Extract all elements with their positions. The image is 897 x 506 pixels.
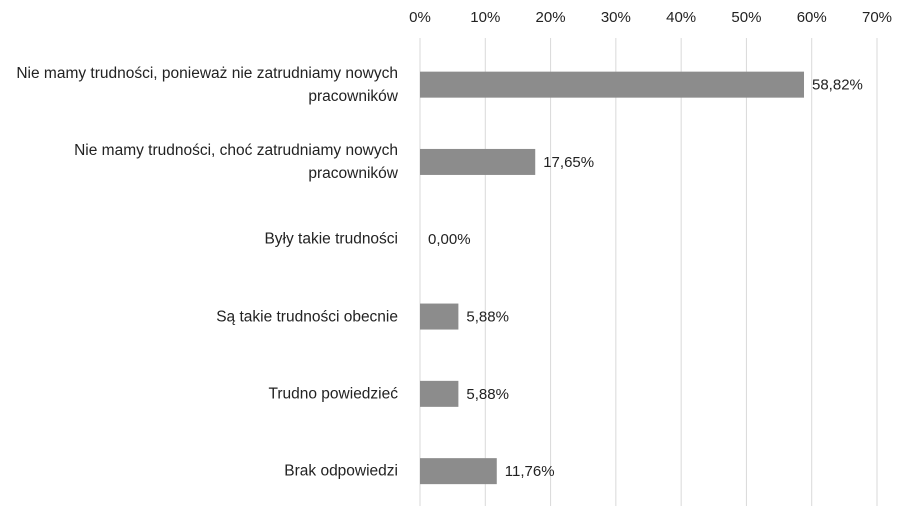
category-label: Trudno powiedzieć [268,385,398,403]
x-tick-label: 30% [601,9,631,26]
bar [420,380,459,407]
bar [420,71,805,98]
x-tick-label: 60% [797,9,827,26]
value-label: 5,88% [466,309,509,326]
bar [420,458,497,485]
bar [420,303,459,330]
x-tick-label: 50% [731,9,761,26]
value-label: 17,65% [543,154,594,171]
value-label: 11,76% [505,463,555,480]
value-label: 0,00% [428,231,471,248]
x-tick-label: 70% [862,9,892,26]
bar [420,148,536,175]
value-label: 58,82% [812,77,863,94]
x-tick-label: 0% [409,9,431,26]
value-label: 5,88% [466,386,509,403]
category-label: Brak odpowiedzi [284,462,398,480]
category-label: Są takie trudności obecnie [216,308,398,326]
category-label: Nie mamy trudności, choć zatrudniamy now… [74,141,398,182]
category-label: Były takie trudności [264,230,398,248]
x-tick-label: 40% [666,9,696,26]
category-label: Nie mamy trudności, ponieważ nie zatrudn… [16,64,398,105]
x-tick-label: 10% [470,9,500,26]
x-tick-label: 20% [536,9,566,26]
